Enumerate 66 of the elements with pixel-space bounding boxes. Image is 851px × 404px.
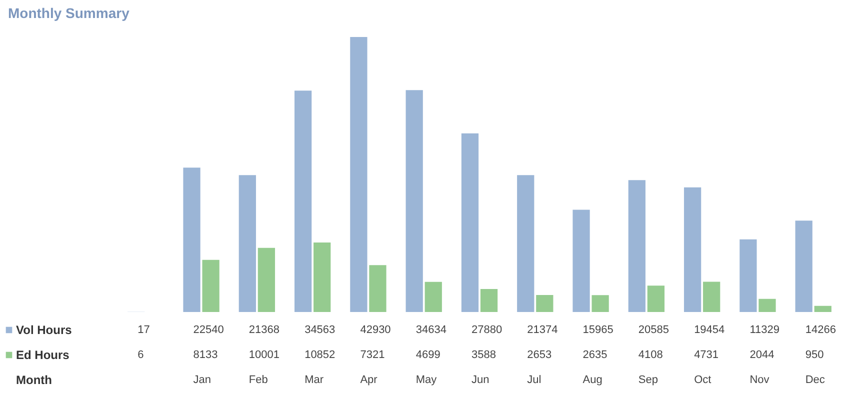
bar — [314, 242, 331, 312]
bar — [703, 282, 720, 312]
data-label: 10001 — [248, 349, 280, 361]
data-label: 6 — [138, 349, 144, 361]
data-label: 21368 — [248, 324, 280, 336]
data-label: 4731 — [694, 349, 719, 361]
x-tick-label: Apr — [360, 374, 378, 386]
bar — [740, 239, 757, 312]
bar — [758, 298, 776, 312]
data-label: 15965 — [582, 324, 614, 336]
bar — [814, 306, 832, 312]
bar — [480, 289, 498, 312]
chart-title: Monthly Summary — [8, 5, 130, 21]
bar — [424, 282, 442, 312]
data-label: 27880 — [472, 324, 502, 336]
data-label: 2653 — [527, 349, 552, 361]
x-tick-label: Sep — [638, 374, 658, 386]
bar — [628, 180, 646, 312]
bar — [461, 133, 479, 312]
data-label: 950 — [805, 349, 824, 361]
bar — [369, 265, 386, 312]
bar — [684, 187, 702, 312]
bar — [406, 90, 423, 312]
data-label: 19454 — [694, 324, 725, 336]
data-label: 34634 — [416, 324, 446, 336]
data-label: 22540 — [193, 324, 224, 336]
bar — [572, 210, 590, 312]
bar — [795, 220, 812, 312]
bar — [238, 175, 256, 312]
bar — [294, 90, 312, 312]
bar — [536, 295, 554, 312]
data-label: 34563 — [304, 324, 336, 336]
legend-label: Ed Hours — [16, 348, 70, 362]
bar — [517, 175, 534, 312]
x-tick-label: Feb — [248, 374, 268, 386]
data-label: 4699 — [416, 349, 440, 361]
x-tick-label: Jan — [193, 374, 212, 386]
data-label: 3588 — [472, 349, 496, 361]
bar — [592, 295, 609, 312]
data-label: 21374 — [527, 324, 558, 336]
data-label: 10852 — [304, 349, 336, 361]
bar — [202, 260, 220, 312]
data-label: 11329 — [750, 324, 780, 336]
data-label: 20585 — [638, 324, 670, 336]
data-label: 2044 — [750, 349, 774, 361]
legend-label: Vol Hours — [16, 323, 72, 337]
data-label: 4108 — [638, 349, 663, 361]
bar — [183, 168, 200, 312]
x-tick-label: Jun — [472, 374, 490, 386]
x-tick-label: May — [416, 374, 438, 386]
data-label: 7321 — [360, 349, 385, 361]
x-tick-label: Mar — [304, 374, 324, 386]
bar — [258, 248, 276, 312]
bar — [350, 37, 368, 312]
x-tick-label: Dec — [805, 374, 826, 386]
text: Month — [16, 373, 52, 387]
x-tick-label: Oct — [694, 374, 712, 386]
x-tick-label: Jul — [527, 374, 542, 386]
x-tick-label: Aug — [582, 374, 602, 386]
bar — [647, 286, 665, 312]
data-label: 14266 — [805, 324, 836, 336]
x-tick-label: Nov — [750, 374, 770, 386]
data-label: 8133 — [193, 349, 218, 361]
data-label: 17 — [138, 324, 150, 336]
data-label: 2635 — [582, 349, 608, 361]
data-label: 42930 — [360, 324, 391, 336]
